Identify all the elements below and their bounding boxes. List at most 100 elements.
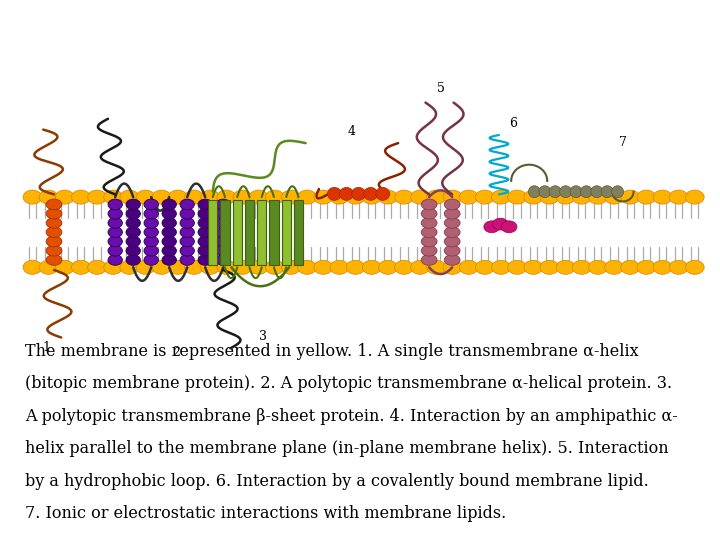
Ellipse shape [528,186,541,198]
Ellipse shape [144,255,158,265]
Circle shape [379,190,397,204]
Ellipse shape [198,255,212,265]
Ellipse shape [162,236,176,247]
Circle shape [249,260,268,274]
Circle shape [588,260,607,274]
Ellipse shape [162,227,176,238]
Ellipse shape [46,208,62,219]
Circle shape [524,260,543,274]
Circle shape [540,190,559,204]
Circle shape [314,190,333,204]
Circle shape [23,190,42,204]
Text: (bitopic membrane protein). 2. A polytopic transmembrane α-helical protein. 3.: (bitopic membrane protein). 2. A polytop… [25,375,672,392]
Circle shape [484,221,500,233]
Circle shape [168,190,187,204]
Ellipse shape [108,245,122,256]
Ellipse shape [198,208,212,219]
Ellipse shape [144,199,158,210]
Ellipse shape [364,187,377,200]
Circle shape [459,190,478,204]
Ellipse shape [144,218,158,228]
Circle shape [605,190,624,204]
Ellipse shape [559,186,572,198]
Circle shape [508,260,526,274]
Ellipse shape [180,208,194,219]
Circle shape [621,260,639,274]
Circle shape [330,190,348,204]
Circle shape [282,260,300,274]
Circle shape [443,190,462,204]
Ellipse shape [144,245,158,256]
Circle shape [120,190,139,204]
Ellipse shape [444,236,460,247]
Bar [269,200,279,265]
Circle shape [88,190,107,204]
Ellipse shape [108,227,122,238]
Ellipse shape [549,186,561,198]
Circle shape [201,260,220,274]
Ellipse shape [444,199,460,210]
Bar [282,200,291,265]
Circle shape [524,190,543,204]
Ellipse shape [444,208,460,219]
Circle shape [411,260,430,274]
Ellipse shape [162,208,176,219]
Ellipse shape [180,199,194,210]
Ellipse shape [198,236,212,247]
Ellipse shape [198,199,212,210]
Ellipse shape [180,227,194,238]
Circle shape [297,260,316,274]
Bar [294,200,303,265]
Ellipse shape [46,236,62,247]
Ellipse shape [144,227,158,238]
Text: A polytopic transmembrane β-sheet protein. 4. Interaction by an amphipathic α-: A polytopic transmembrane β-sheet protei… [25,408,678,424]
Circle shape [104,190,122,204]
Circle shape [71,190,90,204]
Ellipse shape [180,236,194,247]
Circle shape [556,260,575,274]
Text: 6: 6 [509,117,518,130]
Circle shape [459,260,478,274]
Circle shape [637,190,656,204]
Ellipse shape [46,199,62,210]
Circle shape [492,260,510,274]
Ellipse shape [421,245,437,256]
Circle shape [637,260,656,274]
Ellipse shape [591,186,603,198]
Ellipse shape [421,199,437,210]
Circle shape [136,190,155,204]
Ellipse shape [351,187,366,200]
Bar [233,200,242,265]
Circle shape [71,260,90,274]
Circle shape [443,260,462,274]
Circle shape [670,190,688,204]
Ellipse shape [216,255,230,265]
Circle shape [411,190,430,204]
Circle shape [330,260,348,274]
Circle shape [572,260,591,274]
Circle shape [120,260,139,274]
Circle shape [184,260,203,274]
Ellipse shape [444,227,460,238]
Ellipse shape [46,255,62,265]
Text: 5: 5 [437,82,444,95]
Circle shape [685,190,704,204]
Ellipse shape [198,245,212,256]
Circle shape [282,190,300,204]
Circle shape [233,190,252,204]
Circle shape [556,190,575,204]
Ellipse shape [180,218,194,228]
Ellipse shape [46,227,62,238]
Ellipse shape [108,218,122,228]
Circle shape [379,260,397,274]
Circle shape [201,190,220,204]
Ellipse shape [126,255,140,265]
Ellipse shape [216,227,230,238]
Ellipse shape [216,208,230,219]
Ellipse shape [444,218,460,228]
Bar [220,200,230,265]
Ellipse shape [421,208,437,219]
Circle shape [39,260,58,274]
Ellipse shape [126,245,140,256]
Ellipse shape [46,218,62,228]
